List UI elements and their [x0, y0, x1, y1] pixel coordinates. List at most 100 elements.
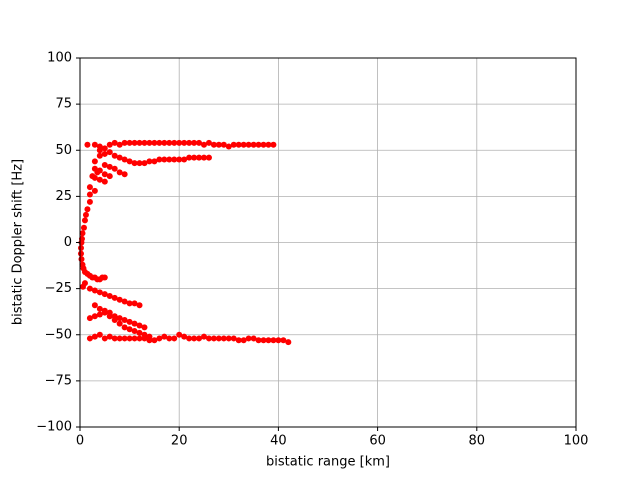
point [101, 162, 108, 169]
point [136, 302, 143, 309]
point [220, 335, 227, 342]
point [106, 173, 113, 180]
point [215, 335, 222, 342]
point [86, 285, 93, 292]
point [205, 154, 212, 161]
point [101, 171, 108, 178]
point [106, 163, 113, 170]
point [121, 324, 128, 331]
point [131, 335, 138, 342]
point [101, 150, 108, 157]
point [116, 335, 123, 342]
point [151, 337, 158, 344]
point [106, 141, 113, 148]
point [230, 335, 237, 342]
point [94, 169, 101, 176]
point [111, 165, 118, 172]
point [78, 256, 85, 263]
point [161, 156, 168, 163]
x-tick-label: 100 [564, 434, 589, 449]
point [181, 333, 188, 340]
point [86, 315, 93, 322]
point [255, 337, 262, 344]
point [270, 141, 277, 148]
point [86, 335, 93, 342]
point [101, 291, 108, 298]
x-tick-label: 60 [369, 434, 386, 449]
point [156, 156, 163, 163]
point [250, 335, 257, 342]
point [181, 139, 188, 146]
point [201, 333, 207, 340]
point [220, 141, 227, 148]
point [141, 335, 148, 342]
point [96, 152, 103, 159]
point [136, 139, 143, 146]
point [111, 152, 118, 159]
point [191, 335, 198, 342]
point [96, 311, 103, 318]
point [230, 141, 237, 148]
point [91, 333, 98, 340]
point [270, 337, 277, 344]
point [275, 337, 282, 344]
y-tick-label: 50 [55, 143, 72, 158]
point [131, 328, 138, 335]
x-tick-label: 80 [469, 434, 486, 449]
point [186, 139, 193, 146]
point [131, 300, 138, 307]
point [205, 139, 212, 146]
point [89, 173, 96, 180]
point [111, 294, 118, 301]
point [106, 313, 113, 320]
point [260, 141, 267, 148]
point [106, 293, 113, 300]
point [176, 139, 183, 146]
point [285, 339, 292, 346]
point [186, 335, 193, 342]
point [80, 224, 87, 231]
point [191, 154, 198, 161]
point [191, 139, 198, 146]
point [101, 274, 108, 281]
point [111, 335, 118, 342]
x-tick-label: 40 [270, 434, 287, 449]
point [205, 335, 212, 342]
point [196, 154, 203, 161]
point [245, 335, 252, 342]
point [96, 289, 103, 296]
point [86, 184, 93, 191]
point [176, 156, 183, 163]
point [84, 206, 91, 213]
point [235, 141, 242, 148]
point [79, 230, 86, 237]
point [151, 139, 158, 146]
point [240, 337, 247, 344]
point [235, 337, 242, 344]
point [146, 337, 153, 344]
x-tick-label: 0 [76, 434, 84, 449]
point [86, 198, 93, 205]
point [91, 302, 98, 309]
point [91, 313, 98, 320]
point [126, 335, 133, 342]
point [126, 326, 133, 333]
point [141, 139, 148, 146]
point [171, 335, 178, 342]
point [126, 139, 133, 146]
point [201, 154, 207, 161]
point [225, 335, 232, 342]
point [141, 324, 148, 331]
point [91, 158, 98, 165]
point [225, 143, 232, 150]
point [181, 156, 188, 163]
point [126, 318, 133, 325]
point [106, 149, 113, 156]
point [101, 309, 108, 316]
point [156, 335, 163, 342]
y-tick-label: 75 [55, 97, 72, 112]
point [166, 156, 173, 163]
point [116, 320, 123, 327]
